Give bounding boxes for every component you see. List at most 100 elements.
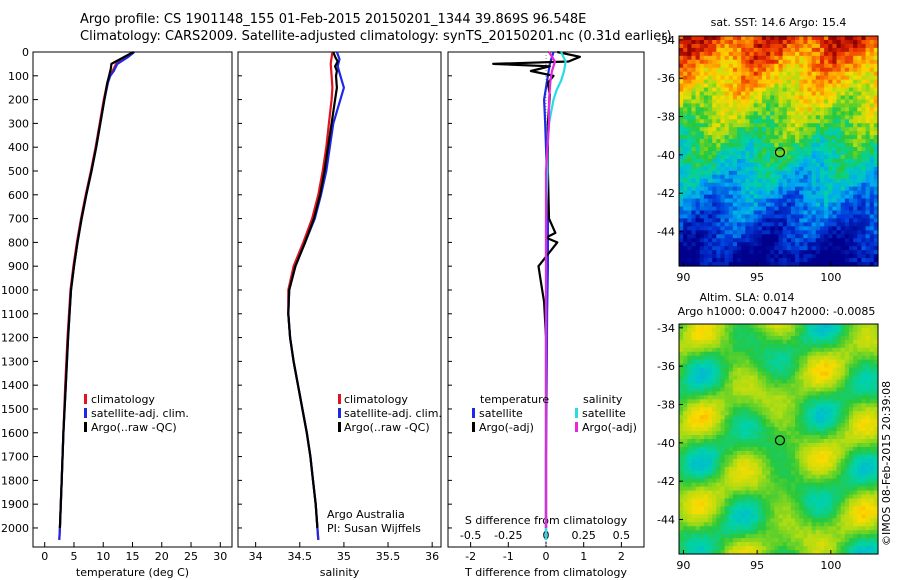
- legend-swatch: [338, 408, 341, 418]
- map-y-tick-label: -40: [657, 149, 675, 162]
- temperature-tick-label: 25: [184, 550, 198, 563]
- temperature-tick-label: 5: [70, 550, 77, 563]
- legend-swatch: [472, 422, 475, 432]
- annotation-institution: Argo Australia: [327, 508, 405, 521]
- depth-tick-label: 100: [8, 70, 29, 83]
- map-x-tick-label: 90: [676, 271, 690, 284]
- legend-swatch: [338, 422, 341, 432]
- salinity-axis-label: salinity: [320, 566, 360, 579]
- legend-label: Argo(..raw -QC): [344, 421, 430, 434]
- temperature-tick-label: 20: [155, 550, 169, 563]
- depth-tick-label: 700: [8, 213, 29, 226]
- depth-tick-label: 2000: [1, 522, 29, 535]
- legend-swatch: [472, 408, 475, 418]
- depth-tick-label: 200: [8, 94, 29, 107]
- map-2: [679, 324, 879, 555]
- temperature-tick-label: 30: [213, 550, 227, 563]
- tdiff-axis-label: T difference from climatology: [464, 566, 627, 579]
- figure-title-line1: Argo profile: CS 1901148_155 01-Feb-2015…: [80, 12, 587, 27]
- sla-map-title: Altim. SLA: 0.014: [699, 291, 794, 304]
- legend-swatch: [575, 408, 578, 418]
- legend-label: satellite: [479, 407, 523, 420]
- argo-marker: [774, 147, 786, 158]
- depth-tick-label: 1400: [1, 379, 29, 392]
- depth-tick-label: 500: [8, 165, 29, 178]
- annotation-pi: PI: Susan Wijffels: [327, 522, 421, 535]
- map-y-tick-label: -44: [657, 226, 675, 239]
- depth-tick-label: 1900: [1, 498, 29, 511]
- legend-swatch: [84, 394, 87, 404]
- salinity-tick-label: 35.5: [376, 550, 401, 563]
- legend-label: satellite-adj. clim.: [91, 407, 189, 420]
- sla-map-subtitle: Argo h1000: 0.0047 h2000: -0.0085: [678, 305, 876, 318]
- depth-tick-label: 1800: [1, 474, 29, 487]
- legend-swatch: [84, 408, 87, 418]
- map-y-tick-label: -34: [657, 322, 675, 335]
- depth-tick-label: 300: [8, 117, 29, 130]
- depth-tick-label: 600: [8, 189, 29, 202]
- depth-tick-label: 1300: [1, 355, 29, 368]
- legend-label: climatology: [344, 393, 408, 406]
- legend-label: Argo(..raw -QC): [91, 421, 177, 434]
- depth-tick-label: 0: [22, 46, 29, 59]
- map-y-tick-label: -44: [657, 514, 675, 527]
- argo-marker: [774, 435, 786, 446]
- legend-label: Argo(-adj): [582, 421, 637, 434]
- legend-label: satellite-adj. clim.: [344, 407, 442, 420]
- depth-tick-label: 1600: [1, 427, 29, 440]
- sdiff-tick-label: -0.5: [460, 529, 481, 542]
- legend-swatch: [338, 394, 341, 404]
- legend-label: Argo(-adj): [479, 421, 534, 434]
- sal-line-2: [287, 51, 345, 540]
- figure-title-line2: Climatology: CARS2009. Satellite-adjuste…: [80, 29, 672, 44]
- panel-frame-2: [237, 51, 442, 548]
- map-y-tick-label: -40: [657, 437, 675, 450]
- temp-line-3: [58, 51, 135, 529]
- legend-title-temperature: temperature: [480, 393, 549, 406]
- depth-tick-label: 1700: [1, 451, 29, 464]
- map-y-tick-label: -42: [657, 187, 675, 200]
- salinity-tick-label: 34.5: [288, 550, 313, 563]
- sdiff-tick-label: 0.25: [571, 529, 596, 542]
- sdiff-tick-label: 0.5: [613, 529, 631, 542]
- depth-tick-label: 400: [8, 141, 29, 154]
- map-x-tick-label: 95: [750, 559, 764, 572]
- sdiff-tick-label: -0.25: [494, 529, 522, 542]
- depth-tick-label: 1500: [1, 403, 29, 416]
- tdiff-tick-label: 2: [618, 550, 625, 563]
- map-x-tick-label: 100: [820, 271, 841, 284]
- tdiff-tick-label: 0: [543, 550, 550, 563]
- salinity-tick-label: 35: [337, 550, 351, 563]
- temperature-tick-label: 15: [126, 550, 140, 563]
- salinity-tick-label: 34: [249, 550, 263, 563]
- depth-tick-label: 800: [8, 236, 29, 249]
- legend-swatch: [575, 422, 578, 432]
- depth-tick-label: 1000: [1, 284, 29, 297]
- sal-line-1: [287, 51, 334, 540]
- tdiff-tick-label: -2: [465, 550, 476, 563]
- map-y-tick-label: -36: [657, 360, 675, 373]
- diff-line-2: [492, 50, 582, 528]
- legend-label: climatology: [91, 393, 155, 406]
- temperature-tick-label: 0: [41, 550, 48, 563]
- map-frame: [678, 35, 879, 267]
- map-frame: [678, 323, 879, 555]
- sal-line-3: [287, 51, 339, 529]
- tdiff-tick-label: -1: [503, 550, 514, 563]
- salinity-tick-label: 36: [425, 550, 439, 563]
- temperature-tick-label: 10: [96, 550, 110, 563]
- map-y-tick-label: -42: [657, 475, 675, 488]
- tdiff-tick-label: 1: [580, 550, 587, 563]
- map-y-tick-label: -38: [657, 111, 675, 124]
- map-x-tick-label: 95: [750, 271, 764, 284]
- map-x-tick-label: 100: [820, 559, 841, 572]
- map-y-tick-label: -38: [657, 399, 675, 412]
- temperature-axis-label: temperature (deg C): [76, 566, 189, 579]
- legend-title-salinity: salinity: [583, 393, 623, 406]
- diff-line-4: [544, 51, 557, 528]
- map-1: [679, 36, 879, 267]
- depth-tick-label: 1200: [1, 332, 29, 345]
- legend-swatch: [84, 422, 87, 432]
- map-x-tick-label: 90: [676, 559, 690, 572]
